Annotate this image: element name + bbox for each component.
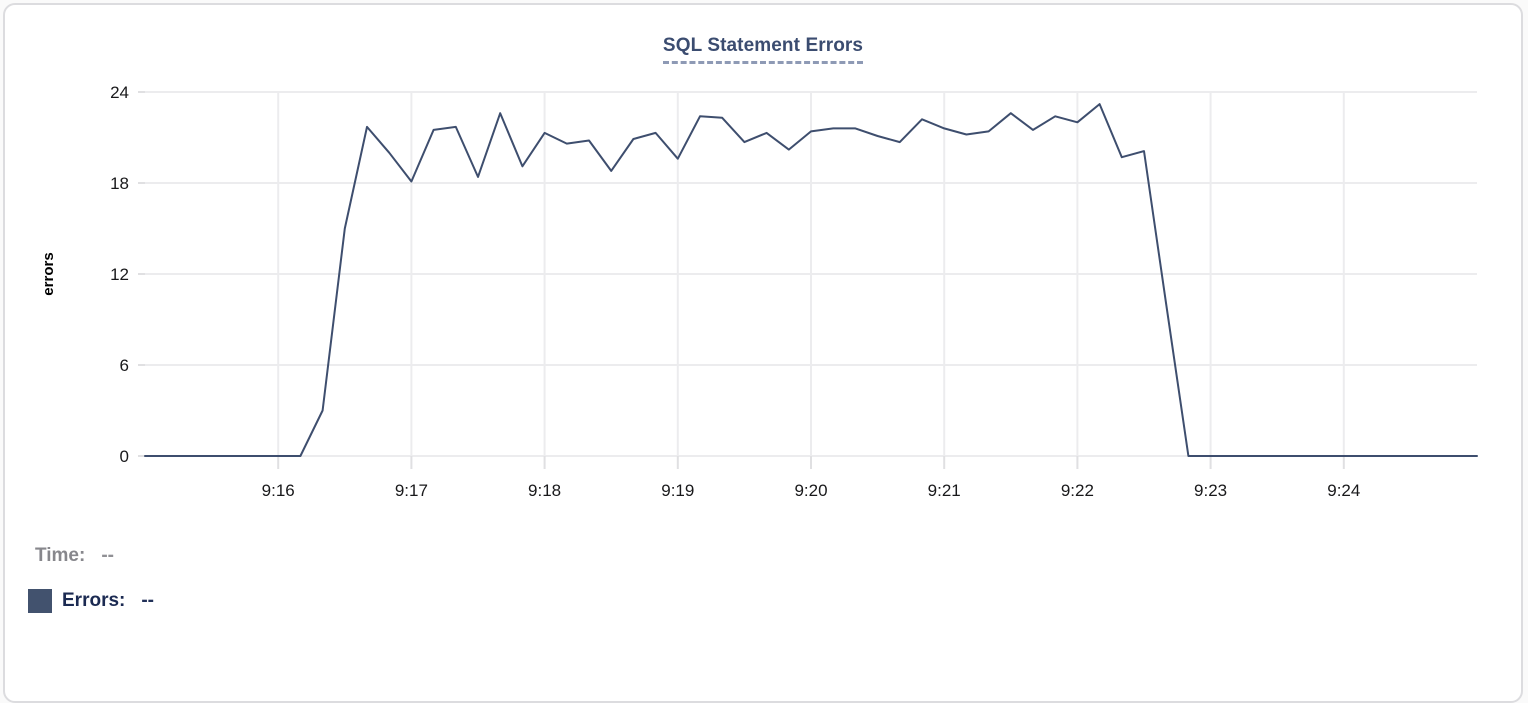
x-tick-label: 9:18 (528, 481, 561, 500)
x-tick-label: 9:16 (262, 481, 295, 500)
y-axis-label: errors (40, 252, 57, 295)
x-tick-label: 9:21 (928, 481, 961, 500)
x-tick-label: 9:17 (395, 481, 428, 500)
legend-time-label: Time: (35, 545, 86, 566)
y-tick-label: 0 (120, 447, 129, 466)
x-tick-label: 9:20 (794, 481, 827, 500)
legend-time-value: -- (101, 545, 114, 566)
legend-time-row: Time: -- (35, 545, 114, 567)
chart-title[interactable]: SQL Statement Errors (662, 35, 864, 64)
y-tick-label: 18 (110, 174, 129, 193)
errors-series-line (144, 103, 1478, 457)
legend-errors-value: -- (141, 590, 155, 611)
y-tick-label: 24 (110, 83, 129, 102)
chart-header: SQL Statement Errors (5, 35, 1521, 64)
chart-card: SQL Statement Errors 0 6 12 18 24 9:16 9:17 9:1… (3, 3, 1523, 703)
x-tick-label: 9:23 (1194, 481, 1227, 500)
errors-line-chart[interactable]: 0 6 12 18 24 9:16 9:17 9:18 9:19 9:20 9:21 9:22 9:23… (5, 5, 1528, 505)
x-tick-label: 9:24 (1327, 481, 1360, 500)
legend-errors-row: Errors: -- (28, 589, 154, 613)
x-tick-label: 9:22 (1061, 481, 1094, 500)
x-tick-label: 9:19 (661, 481, 694, 500)
y-tick-label: 12 (110, 265, 129, 284)
legend-errors-label: Errors: (62, 590, 126, 611)
y-tick-label: 6 (120, 356, 129, 375)
errors-series-swatch-icon (28, 589, 52, 613)
